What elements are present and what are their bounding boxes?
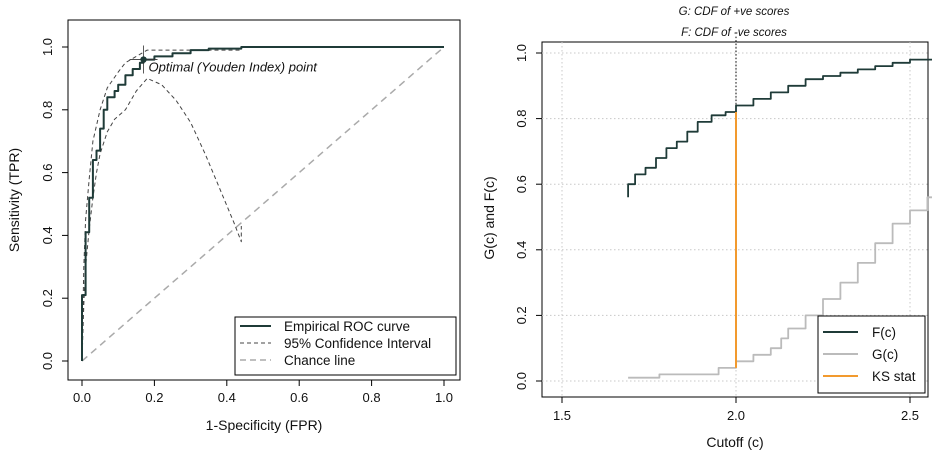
roc-series-chance-line	[81, 46, 445, 362]
roc-x-tick-label: 0.6	[290, 390, 308, 405]
legend-label-gc: G(c)	[872, 347, 898, 362]
legend-label-confidence-interval: 95% Confidence Interval	[284, 336, 431, 351]
ks-chart: G: CDF of +ve scores F: CDF of -ve score…	[481, 6, 932, 450]
legend-label-ks-stat: KS stat	[872, 369, 916, 384]
roc-series-empirical-curve	[81, 46, 444, 361]
ks-y-axis-label: G(c) and F(c)	[481, 176, 497, 259]
roc-x-axis-label: 1-Specificity (FPR)	[206, 417, 323, 433]
roc-x-tick-label: 0.4	[218, 390, 236, 405]
ks-x-axis-label: Cutoff (c)	[706, 434, 763, 450]
roc-optimal-marker: Optimal (Youden Index) point	[129, 45, 319, 75]
roc-x-tick-label: 0.0	[73, 390, 91, 405]
ks-y-tick-label: 0.4	[514, 241, 529, 259]
roc-chart: 0.0 0.2 0.4 0.6 0.8 1.0 0.0 0.2 0.4 0.6 0.8 1.0 Op…	[6, 19, 461, 433]
roc-y-tick-label: 0.8	[40, 101, 55, 119]
ks-chart-subtitle: F: CDF of -ve scores	[681, 27, 787, 39]
roc-y-axis: 0.0 0.2 0.4 0.6 0.8 1.0	[40, 38, 68, 370]
roc-x-tick-label: 1.0	[435, 390, 453, 405]
ks-y-axis: 0.0 0.2 0.4 0.6 0.8 1.0	[514, 44, 542, 390]
ks-chart-title: G: CDF of +ve scores	[679, 6, 790, 18]
optimal-point-annotation: Optimal (Youden Index) point	[149, 60, 319, 75]
roc-x-tick-label: 0.8	[363, 390, 381, 405]
ks-legend: F(c) G(c) KS stat	[817, 315, 926, 394]
optimal-point-dot	[140, 56, 147, 63]
roc-series-ci-upper	[81, 46, 444, 362]
roc-legend: Empirical ROC curve 95% Confidence Inter…	[234, 316, 457, 376]
ks-series-gc	[628, 196, 932, 379]
roc-y-tick-label: 0.0	[40, 352, 55, 370]
legend-label-chance-line: Chance line	[284, 353, 355, 368]
roc-y-tick-label: 0.4	[40, 226, 55, 244]
ks-y-tick-label: 0.2	[514, 306, 529, 324]
ks-y-tick-label: 0.8	[514, 110, 529, 128]
roc-x-tick-label: 0.2	[145, 390, 163, 405]
roc-y-tick-label: 1.0	[40, 38, 55, 56]
ks-y-tick-label: 0.6	[514, 175, 529, 193]
roc-legend-box	[234, 316, 457, 376]
ks-y-tick-label: 1.0	[514, 44, 529, 62]
roc-series-group	[81, 46, 445, 362]
ks-series-fc	[627, 58, 932, 198]
legend-label-fc: F(c)	[872, 325, 896, 340]
roc-y-tick-label: 0.2	[40, 289, 55, 307]
legend-label-empirical-roc: Empirical ROC curve	[284, 319, 410, 334]
ks-x-axis: 1.52.02.53.03.54.0	[553, 397, 919, 423]
ks-x-tick-label: 2.5	[901, 408, 919, 423]
ks-x-tick-label: 2.0	[727, 408, 745, 423]
roc-y-axis-label: Sensitivity (TPR)	[6, 148, 22, 252]
ks-series-group	[627, 58, 932, 379]
ks-y-tick-label: 0.0	[514, 372, 529, 390]
roc-series-ci-lower	[81, 77, 242, 362]
ks-x-tick-label: 1.5	[553, 408, 571, 423]
roc-x-axis: 0.0 0.2 0.4 0.6 0.8 1.0	[73, 380, 453, 405]
roc-y-tick-label: 0.6	[40, 164, 55, 182]
